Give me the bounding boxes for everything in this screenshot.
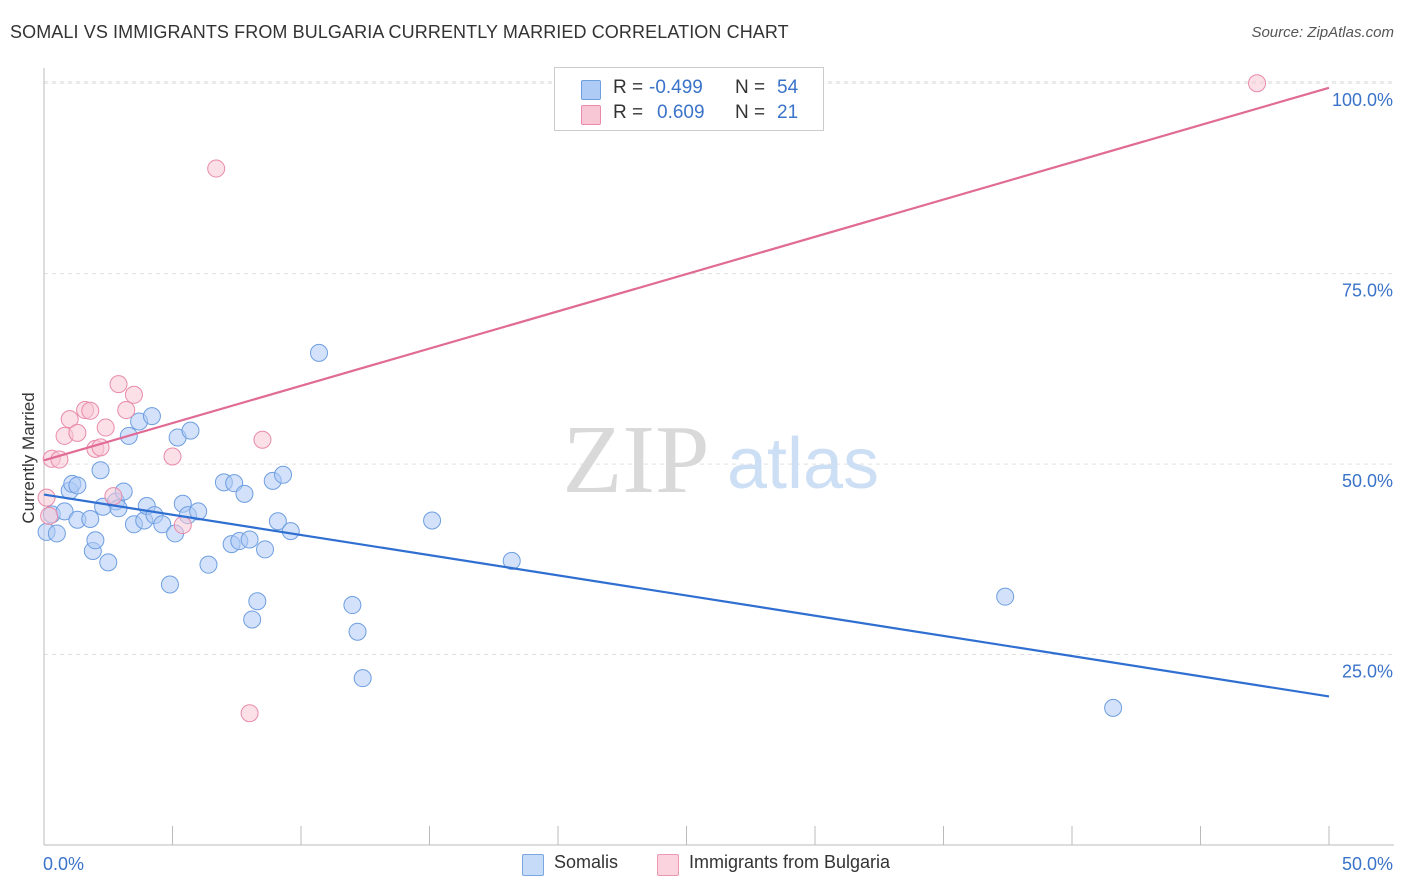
bulgaria-point bbox=[173, 516, 192, 535]
legend-swatch-somalis bbox=[581, 80, 601, 100]
legend-row-bulgaria: R = 0.609 N = 21 bbox=[555, 102, 823, 128]
somalis-point bbox=[274, 465, 293, 484]
x-tick-label: 50.0% bbox=[1342, 854, 1393, 874]
legend-n-label: N = bbox=[735, 102, 766, 123]
somalis-point bbox=[240, 530, 259, 549]
somalis-point bbox=[47, 524, 66, 543]
legend-n-value: 54 bbox=[777, 77, 799, 98]
axes bbox=[43, 68, 1394, 846]
somalis-point bbox=[309, 343, 328, 362]
somalis-point bbox=[343, 596, 362, 615]
y-axis-label: Currently Married bbox=[19, 392, 38, 524]
somalis-point bbox=[502, 551, 521, 570]
watermark-atlas: atlas bbox=[727, 424, 879, 504]
somalis-point bbox=[235, 484, 254, 503]
y-tick-label: 100.0% bbox=[1332, 90, 1393, 110]
bulgaria-point bbox=[60, 410, 79, 429]
bulgaria-point bbox=[253, 430, 272, 449]
somalis-point bbox=[353, 669, 372, 688]
legend-r-value: -0.499 bbox=[649, 77, 703, 98]
y-tick-label: 75.0% bbox=[1342, 281, 1393, 301]
somalis-point bbox=[199, 555, 218, 574]
somalis-point bbox=[248, 592, 267, 611]
bottom-legend-swatch-somalis bbox=[522, 854, 544, 876]
chart-title: SOMALI VS IMMIGRANTS FROM BULGARIA CURRE… bbox=[10, 22, 789, 42]
somalis-point bbox=[142, 407, 161, 426]
somalis-point bbox=[99, 553, 118, 572]
somalis-point bbox=[86, 531, 105, 550]
legend-swatch-bulgaria bbox=[581, 105, 601, 125]
bulgaria-trend-line bbox=[43, 86, 1330, 462]
bulgaria-point bbox=[96, 418, 115, 437]
watermark: ZIP atlas bbox=[563, 406, 880, 514]
legend-n-value: 21 bbox=[777, 102, 799, 123]
bulgaria-point bbox=[104, 487, 123, 506]
somalis-point bbox=[348, 622, 367, 641]
bulgaria-point bbox=[37, 488, 56, 507]
gridlines bbox=[44, 81, 1394, 656]
y-tick-label: 50.0% bbox=[1342, 471, 1393, 491]
bulgaria-point bbox=[124, 385, 143, 404]
legend-r-label: R = bbox=[613, 102, 644, 123]
legend-r-label: R = bbox=[613, 77, 644, 98]
somalis-point bbox=[68, 476, 87, 495]
bulgaria-point bbox=[240, 704, 259, 723]
somalis-point bbox=[181, 421, 200, 440]
bottom-legend-swatch-bulgaria bbox=[657, 854, 679, 876]
somalis-point bbox=[281, 522, 300, 541]
stats-legend: R = -0.499 N = 54 R = 0.609 N = 21 bbox=[554, 67, 824, 131]
somalis-trend-line bbox=[43, 493, 1330, 698]
legend-n-label: N = bbox=[735, 77, 766, 98]
x-tick-label: 0.0% bbox=[43, 854, 84, 874]
source-label: Source: ZipAtlas.com bbox=[1251, 24, 1394, 41]
bulgaria-point bbox=[109, 375, 128, 394]
somalis-point bbox=[81, 509, 100, 528]
bulgaria-point bbox=[117, 401, 136, 420]
y-tick-label: 25.0% bbox=[1342, 662, 1393, 682]
somalis-point bbox=[268, 512, 287, 531]
bulgaria-point bbox=[68, 423, 87, 442]
somalis-point bbox=[243, 610, 262, 629]
somalis-point bbox=[1104, 698, 1123, 717]
legend-r-value: 0.609 bbox=[657, 102, 705, 123]
somalis-point bbox=[153, 515, 172, 534]
somalis-point bbox=[91, 461, 110, 480]
bulgaria-point bbox=[40, 506, 59, 525]
somalis-point bbox=[996, 587, 1015, 606]
somalis-point bbox=[160, 575, 179, 594]
somalis-point bbox=[256, 540, 275, 559]
bulgaria-point bbox=[1248, 74, 1267, 93]
bulgaria-point bbox=[81, 401, 100, 420]
bottom-legend-label-bulgaria: Immigrants from Bulgaria bbox=[689, 852, 891, 872]
bulgaria-point bbox=[207, 159, 226, 178]
watermark-zip: ZIP bbox=[563, 406, 710, 514]
bulgaria-point bbox=[163, 447, 182, 466]
legend-row-somalis: R = -0.499 N = 54 bbox=[555, 77, 823, 103]
bottom-legend-label-somalis: Somalis bbox=[554, 852, 619, 872]
somalis-point bbox=[423, 511, 442, 530]
